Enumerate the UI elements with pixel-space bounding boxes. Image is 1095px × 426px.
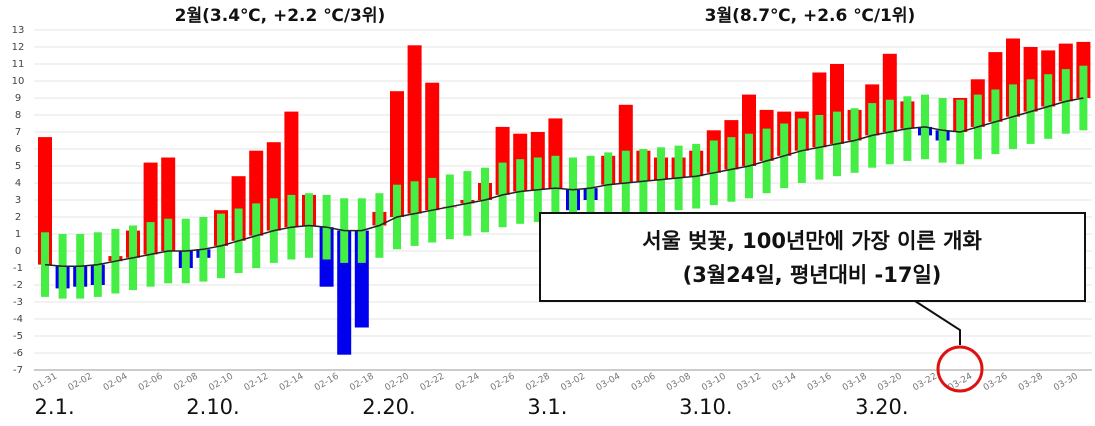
annotation-text: 서울 벚꽃, 100년만에 가장 이른 개화 xyxy=(642,229,982,253)
x-tick-label: 02-12 xyxy=(243,372,271,394)
x-tick-label: 03-26 xyxy=(982,371,1010,393)
temp-bar xyxy=(407,45,422,214)
y-tick-label: 9 xyxy=(15,93,21,104)
y-tick-label: 10 xyxy=(12,76,25,87)
x-tick-label: 02-10 xyxy=(207,371,235,393)
x-tick-label: 03-30 xyxy=(1052,371,1080,393)
x-tick-label: 02-06 xyxy=(137,371,165,393)
x-tick-label: 03-02 xyxy=(559,372,587,394)
y-tick-label: 13 xyxy=(12,25,25,36)
annotation-box xyxy=(539,212,1086,302)
x-tick-label: 02-02 xyxy=(67,372,95,394)
y-tick-label: -2 xyxy=(13,280,23,291)
y-tick-label: 8 xyxy=(15,110,21,121)
period-label: 2.20. xyxy=(362,395,415,419)
y-tick-label: -6 xyxy=(13,348,23,359)
x-tick-label: 02-26 xyxy=(489,371,517,393)
x-tick-label: 03-04 xyxy=(595,371,623,393)
period-label: 2.10. xyxy=(186,395,239,419)
y-tick-label: -4 xyxy=(13,314,23,325)
normal-line xyxy=(44,97,1084,268)
x-tick-label: 03-18 xyxy=(841,371,869,393)
period-label: 3.1. xyxy=(527,395,567,419)
period-label: 3.20. xyxy=(855,395,908,419)
x-tick-label: 02-24 xyxy=(454,371,482,393)
y-tick-label: 6 xyxy=(15,144,21,155)
normal-range-bar xyxy=(1079,65,1088,131)
y-tick-label: 3 xyxy=(15,195,21,206)
x-tick-label: 02-28 xyxy=(524,371,552,393)
y-tick-label: 11 xyxy=(12,59,25,70)
chart-title: 3월(8.7℃, +2.6 ℃/1위) xyxy=(705,6,916,26)
x-tick-label: 03-22 xyxy=(911,372,939,394)
x-tick-label: 02-18 xyxy=(348,371,376,393)
x-tick-label: 02-14 xyxy=(278,371,306,393)
x-tick-label: 03-12 xyxy=(735,372,763,394)
y-tick-label: 4 xyxy=(15,178,21,189)
y-tick-label: 12 xyxy=(12,42,25,53)
x-tick-label: 03-10 xyxy=(700,371,728,393)
x-tick-label: 03-08 xyxy=(665,371,693,393)
y-tick-label: -1 xyxy=(13,263,23,274)
x-tick-label: 03-16 xyxy=(806,371,834,393)
x-tick-label: 03-28 xyxy=(1017,371,1045,393)
y-tick-label: -5 xyxy=(13,331,23,342)
x-tick-label: 02-04 xyxy=(102,371,130,393)
annotation-text: (3월24일, 평년대비 -17일) xyxy=(683,263,942,287)
x-tick-label: 02-22 xyxy=(419,372,447,394)
x-tick-label: 02-08 xyxy=(172,371,200,393)
y-tick-label: -3 xyxy=(13,297,23,308)
annotation-pointer xyxy=(914,300,961,345)
y-tick-label: 1 xyxy=(15,229,21,240)
y-tick-label: 5 xyxy=(15,161,21,172)
y-tick-label: -7 xyxy=(13,365,23,376)
y-tick-label: 0 xyxy=(15,246,21,257)
x-tick-label: 03-20 xyxy=(876,371,904,393)
chart-title: 2월(3.4℃, +2.2 ℃/3위) xyxy=(175,6,386,26)
period-label: 2.1. xyxy=(35,395,75,419)
period-label: 3.10. xyxy=(679,395,732,419)
x-tick-label: 02-16 xyxy=(313,371,341,393)
y-tick-label: 2 xyxy=(15,212,21,223)
y-tick-label: 7 xyxy=(15,127,21,138)
x-tick-label: 01-31 xyxy=(31,372,59,394)
highlight-circle xyxy=(936,345,984,393)
x-tick-label: 03-14 xyxy=(771,371,799,393)
x-tick-label: 02-20 xyxy=(383,371,411,393)
x-tick-label: 03-06 xyxy=(630,371,658,393)
